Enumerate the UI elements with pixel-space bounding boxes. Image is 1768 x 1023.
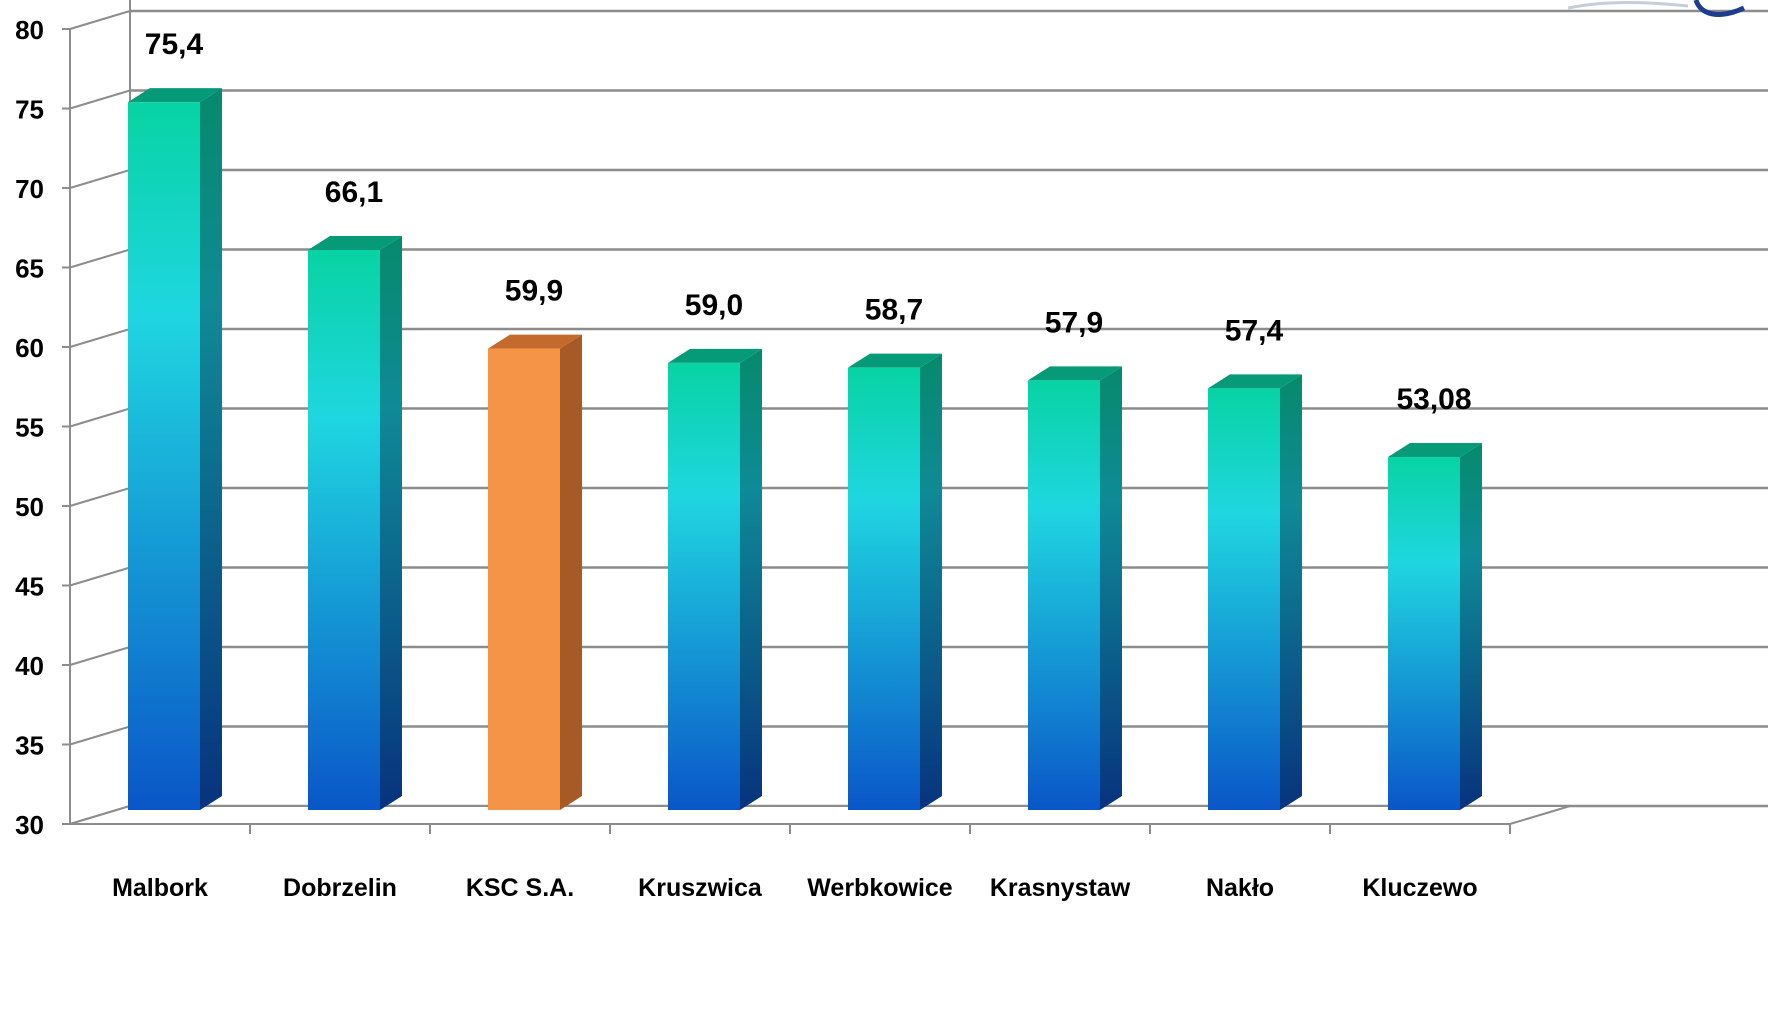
value-label: 57,9 [1045,306,1103,339]
bar-top [128,88,222,103]
value-label: 75,4 [145,28,204,61]
bar-side [920,353,942,810]
bar-top [1028,366,1122,381]
gridline-depth [69,566,131,587]
bar-side [1100,366,1122,810]
bar-top [1388,443,1482,458]
gridline-depth [69,89,131,110]
bar-side [200,88,222,810]
bar-side [380,236,402,810]
bar [1028,380,1100,810]
x-tick-label: Kruszwica [638,874,763,902]
y-tick-label: 30 [15,810,44,840]
bar [1388,457,1460,810]
gridline-depth [69,725,131,746]
bar-top [308,236,402,251]
bar-side [1280,374,1302,810]
value-label: 66,1 [325,176,383,209]
y-tick-label: 60 [15,333,44,363]
y-tick-label: 55 [15,413,44,443]
gridline-depth [69,169,131,189]
grid-layer [69,0,1768,825]
bar-side [560,334,582,810]
bar [668,362,740,810]
x-tick-label: Werbkowice [807,874,953,902]
bar [1208,388,1280,810]
axis-layer: 30 35 40 45 50 55 60 65 70 75 80 [15,15,1511,840]
y-tick-label: 45 [15,572,44,602]
gridline-depth [69,646,131,666]
bar-side [740,348,762,810]
y-tick-label: 65 [15,254,44,284]
gridline-depth [69,10,131,30]
bar [848,367,920,810]
x-tick-label: Malbork [112,874,208,902]
bar-side [1460,443,1482,810]
value-label: 58,7 [865,294,923,327]
bar [308,250,380,810]
x-tick-label: Nakło [1206,874,1274,902]
x-tick-label: Kluczewo [1362,874,1477,902]
chart-floor [69,805,1571,825]
bar [128,102,200,810]
gridline-depth [69,487,131,507]
x-tick-label: KSC S.A. [466,874,574,902]
gridline-depth [69,328,131,348]
y-tick-label: 70 [15,174,44,204]
value-label: 53,08 [1396,383,1471,416]
y-tick-label: 75 [15,95,44,125]
bar-layer [128,88,1482,810]
bar-top [668,348,762,363]
label-layer: 75,4 Malbork 66,1 Dobrzelin 59,9 KSC S.A. 59,0… [112,28,1478,902]
bar-top [848,353,942,368]
gridline-depth [69,407,131,428]
bar-highlight [488,348,560,810]
x-tick-label: Dobrzelin [283,874,397,902]
bar-top [488,334,582,349]
y-tick-label: 35 [15,731,44,761]
y-tick-label: 50 [15,492,44,522]
y-tick-label: 40 [15,651,44,681]
value-label: 59,9 [505,275,563,308]
gridline-depth [69,248,131,269]
company-logo-icon [1568,0,1746,17]
x-tick-label: Krasnystaw [990,874,1131,902]
y-tick-label: 80 [15,15,44,45]
value-label: 57,4 [1225,314,1284,347]
value-label: 59,0 [685,289,743,322]
bar-top [1208,374,1302,389]
